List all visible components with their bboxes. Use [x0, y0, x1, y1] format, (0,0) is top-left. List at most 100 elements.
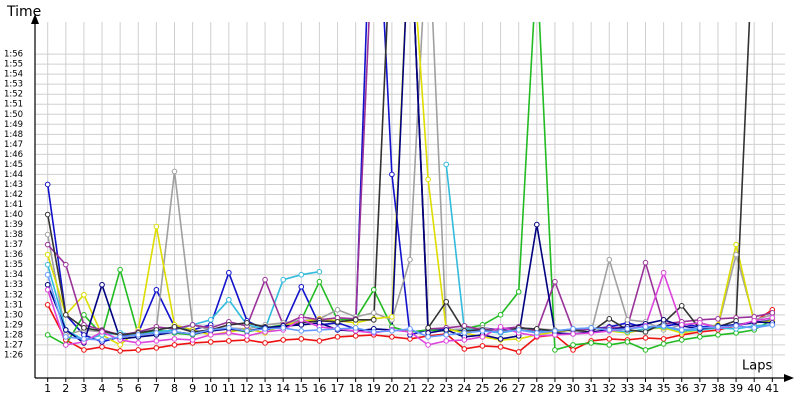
x-tick-label: 20 [385, 382, 399, 395]
data-point [207, 317, 214, 323]
x-tick-label: 14 [276, 382, 290, 395]
data-point [642, 329, 649, 335]
data-point [153, 330, 160, 336]
data-point [62, 312, 69, 318]
data-point [244, 333, 250, 339]
data-point [44, 301, 51, 308]
data-point [99, 337, 105, 343]
data-point [697, 325, 703, 331]
data-point [497, 344, 504, 350]
data-point [316, 278, 323, 285]
y-tick-label: 1:27 [4, 340, 23, 350]
data-point [153, 223, 160, 230]
data-point [334, 307, 341, 313]
data-point [425, 325, 431, 331]
data-point [389, 171, 395, 178]
x-tick-label: 13 [258, 382, 272, 395]
x-tick-label: 41 [765, 382, 779, 395]
data-point [44, 241, 51, 248]
data-point [44, 251, 51, 258]
y-tick-label: 1:33 [4, 280, 23, 290]
data-point [624, 317, 631, 323]
data-point [298, 322, 305, 328]
data-point [660, 341, 667, 347]
data-point [570, 347, 576, 353]
data-point [44, 286, 51, 293]
x-tick-label: 5 [117, 382, 124, 395]
data-point [497, 329, 504, 335]
data-point [660, 323, 667, 329]
x-tick-label: 28 [530, 382, 544, 395]
data-point [189, 337, 196, 343]
data-point [534, 330, 540, 336]
data-point [606, 336, 613, 342]
data-point [81, 336, 87, 342]
data-point [461, 330, 468, 336]
data-point [479, 328, 486, 334]
data-point [99, 344, 105, 350]
x-tick-label: 6 [135, 382, 142, 395]
data-point [443, 298, 450, 305]
data-point [298, 336, 305, 342]
data-point [135, 347, 142, 353]
data-point [226, 325, 232, 331]
data-point [370, 329, 377, 335]
data-point [262, 326, 268, 332]
x-tick-label: 22 [421, 382, 435, 395]
y-tick-label: 1:35 [4, 260, 23, 270]
data-point [189, 331, 196, 337]
x-tick-label: 26 [494, 382, 508, 395]
y-tick-label: 1:44 [4, 170, 23, 180]
data-point [552, 328, 558, 334]
data-point [606, 327, 613, 333]
data-point [425, 334, 431, 340]
data-point [552, 278, 558, 285]
y-tick-label: 1:47 [4, 140, 23, 150]
data-point [479, 334, 486, 340]
data-point [117, 334, 123, 340]
data-point [715, 324, 721, 330]
data-point [171, 329, 178, 335]
y-tick-label: 1:49 [4, 120, 23, 130]
data-point [352, 317, 359, 323]
data-point [751, 325, 758, 331]
y-tick-label: 1:28 [4, 330, 23, 340]
x-tick-label: 31 [584, 382, 598, 395]
y-axis-label: Time [6, 4, 41, 20]
data-point [62, 327, 69, 333]
data-point [624, 339, 631, 345]
data-point [81, 291, 87, 298]
x-axis-label: Laps [742, 359, 772, 374]
data-point [334, 334, 341, 340]
y-tick-label: 1:30 [4, 310, 23, 320]
data-point [642, 347, 649, 353]
data-point [44, 231, 51, 238]
data-point [660, 269, 667, 276]
y-tick-label: 1:29 [4, 320, 23, 330]
y-tick-label: 1:36 [4, 250, 23, 260]
data-point [642, 259, 649, 266]
data-point [515, 327, 522, 333]
data-point [443, 338, 450, 344]
y-tick-label: 1:34 [4, 270, 23, 280]
data-point [44, 271, 51, 278]
data-point [226, 269, 232, 276]
data-point [461, 337, 468, 343]
y-tick-label: 1:26 [4, 350, 23, 360]
data-point [588, 340, 594, 346]
data-point [44, 261, 51, 268]
y-tick-label: 1:43 [4, 180, 23, 190]
data-point [280, 276, 286, 283]
y-axis-arrow [31, 14, 39, 24]
data-point [443, 332, 450, 338]
data-point [99, 329, 105, 335]
data-point [207, 339, 214, 345]
y-tick-label: 1:50 [4, 110, 23, 120]
data-point [389, 328, 395, 334]
data-point [588, 330, 594, 336]
x-tick-label: 12 [240, 382, 254, 395]
y-tick-label: 1:52 [4, 90, 23, 100]
y-tick-label: 1:31 [4, 300, 23, 310]
data-point [81, 312, 87, 318]
data-point [751, 318, 758, 324]
